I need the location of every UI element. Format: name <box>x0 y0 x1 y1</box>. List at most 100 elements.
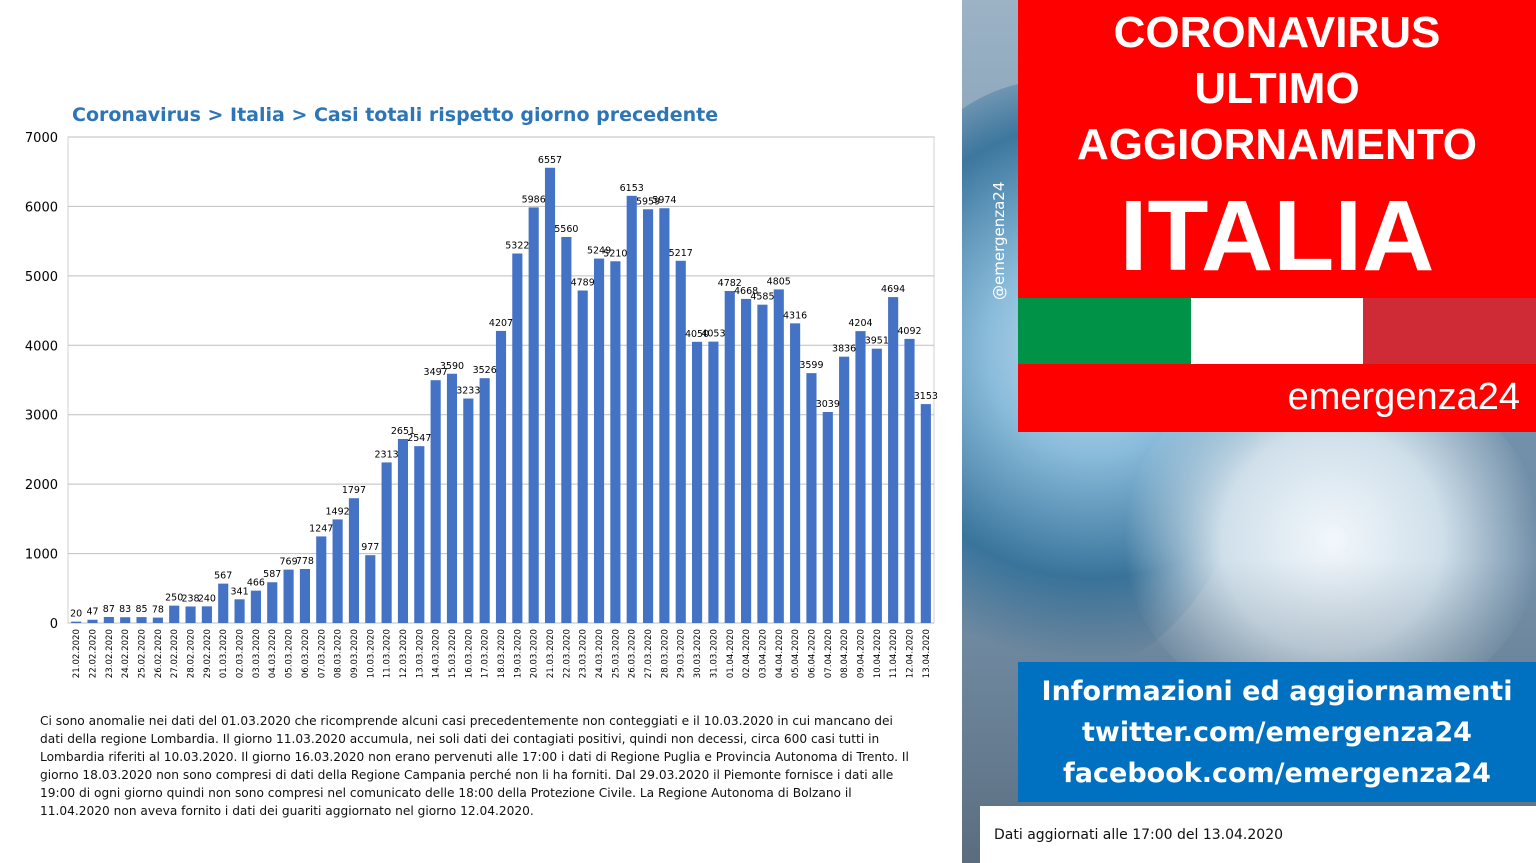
x-tick-label: 30.03.2020 <box>693 629 703 678</box>
twitter-link[interactable]: twitter.com/emergenza24 <box>1082 717 1472 748</box>
bar <box>675 260 686 623</box>
data-label: 3039 <box>816 399 840 410</box>
x-tick-label: 24.02.2020 <box>121 629 131 678</box>
data-label: 5986 <box>522 194 546 205</box>
data-label: 5322 <box>505 241 529 252</box>
bar <box>790 323 801 623</box>
data-label: 240 <box>198 593 216 604</box>
x-tick-label: 06.03.2020 <box>301 629 311 678</box>
bar <box>136 617 147 623</box>
bar <box>463 398 474 623</box>
data-label: 6153 <box>620 183 644 194</box>
data-label: 3599 <box>799 360 823 371</box>
bar <box>692 341 703 623</box>
bar <box>839 356 850 623</box>
y-tick-label: 2000 <box>25 478 58 493</box>
y-tick-label: 4000 <box>25 339 58 354</box>
bar <box>430 380 441 623</box>
data-label: 5974 <box>652 195 676 206</box>
data-label: 567 <box>214 571 232 582</box>
bar-chart: 0 1000 2000 3000 4000 5000 6000 7000 20 47 87 83 85… <box>25 131 938 678</box>
x-tick-label: 25.03.2020 <box>611 629 621 678</box>
bar <box>528 207 539 623</box>
bar <box>152 617 163 623</box>
data-label: 977 <box>361 542 379 553</box>
facebook-link[interactable]: facebook.com/emergenza24 <box>1063 758 1491 789</box>
data-label: 3233 <box>456 386 480 397</box>
x-tick-label: 08.04.2020 <box>840 629 850 678</box>
bar <box>234 599 245 623</box>
data-label: 3526 <box>473 365 497 376</box>
x-tick-label: 04.04.2020 <box>775 629 785 678</box>
x-tick-label: 26.03.2020 <box>628 629 638 678</box>
bar <box>773 289 784 623</box>
x-tick-label: 07.04.2020 <box>824 629 834 678</box>
x-tick-label: 10.03.2020 <box>366 629 376 678</box>
bar <box>185 606 196 623</box>
x-tick-label: 15.03.2020 <box>448 629 458 678</box>
x-tick-label: 05.03.2020 <box>285 629 295 678</box>
data-label: 1247 <box>309 523 333 534</box>
data-label: 5959 <box>636 196 660 207</box>
bar <box>626 195 637 623</box>
bar <box>381 462 392 623</box>
data-notes: Ci sono anomalie nei dati del 01.03.2020… <box>40 714 909 818</box>
data-label: 83 <box>119 604 131 615</box>
data-label: 5217 <box>669 248 693 259</box>
update-timestamp: Dati aggiornati alle 17:00 del 13.04.202… <box>994 827 1284 843</box>
data-label: 4805 <box>767 276 791 287</box>
x-tick-label: 08.03.2020 <box>334 629 344 678</box>
bar <box>855 331 866 623</box>
chart-panel: Coronavirus > Italia > Casi totali rispe… <box>24 104 938 818</box>
bar <box>87 619 98 623</box>
x-tick-label: 27.02.2020 <box>170 629 180 678</box>
bar <box>659 208 670 624</box>
data-label: 4789 <box>571 278 595 289</box>
bar <box>724 290 735 623</box>
bar <box>348 498 360 623</box>
x-tick-label: 05.04.2020 <box>791 629 801 678</box>
bar <box>561 236 572 623</box>
x-tick-label: 06.04.2020 <box>807 629 817 678</box>
bar <box>316 536 327 623</box>
data-label: 769 <box>280 557 298 568</box>
data-label: 341 <box>230 586 248 597</box>
flag-red-stripe <box>1363 298 1536 364</box>
data-label: 238 <box>181 593 199 604</box>
data-label: 4782 <box>718 278 742 289</box>
headline-line-1: CORONAVIRUS <box>1113 8 1441 57</box>
data-label: 5249 <box>587 246 611 257</box>
data-label: 3497 <box>424 367 448 378</box>
x-tick-label: 21.02.2020 <box>72 629 82 678</box>
bar <box>708 341 719 623</box>
bar <box>283 569 294 623</box>
footer-background <box>980 806 1536 863</box>
x-tick-label: 12.04.2020 <box>905 629 915 678</box>
x-tick-label: 27.03.2020 <box>644 629 654 678</box>
x-tick-label: 18.03.2020 <box>497 629 507 678</box>
x-tick-label: 29.02.2020 <box>203 629 213 678</box>
y-tick-label: 7000 <box>25 131 58 146</box>
data-label: 3836 <box>832 344 856 355</box>
data-label: 587 <box>263 569 281 580</box>
y-tick-label: 3000 <box>25 409 58 424</box>
x-tick-label: 28.02.2020 <box>187 629 197 678</box>
x-tick-label: 07.03.2020 <box>317 629 327 678</box>
bar <box>904 338 915 623</box>
bar <box>218 583 229 623</box>
x-tick-label: 19.03.2020 <box>513 629 523 678</box>
data-label: 4204 <box>848 318 872 329</box>
x-tick-label: 16.03.2020 <box>464 629 474 678</box>
bar <box>495 330 507 623</box>
bar <box>610 261 621 623</box>
bar <box>512 253 523 623</box>
headline-line-2: ULTIMO <box>1194 64 1360 113</box>
data-label: 1797 <box>342 485 366 496</box>
data-label: 2547 <box>407 433 431 444</box>
x-tick-label: 04.03.2020 <box>268 629 278 678</box>
bar <box>871 348 882 623</box>
x-tick-label: 11.03.2020 <box>383 629 393 678</box>
data-label: 778 <box>296 556 314 567</box>
x-tick-label: 25.02.2020 <box>138 629 148 678</box>
bar <box>201 606 212 623</box>
